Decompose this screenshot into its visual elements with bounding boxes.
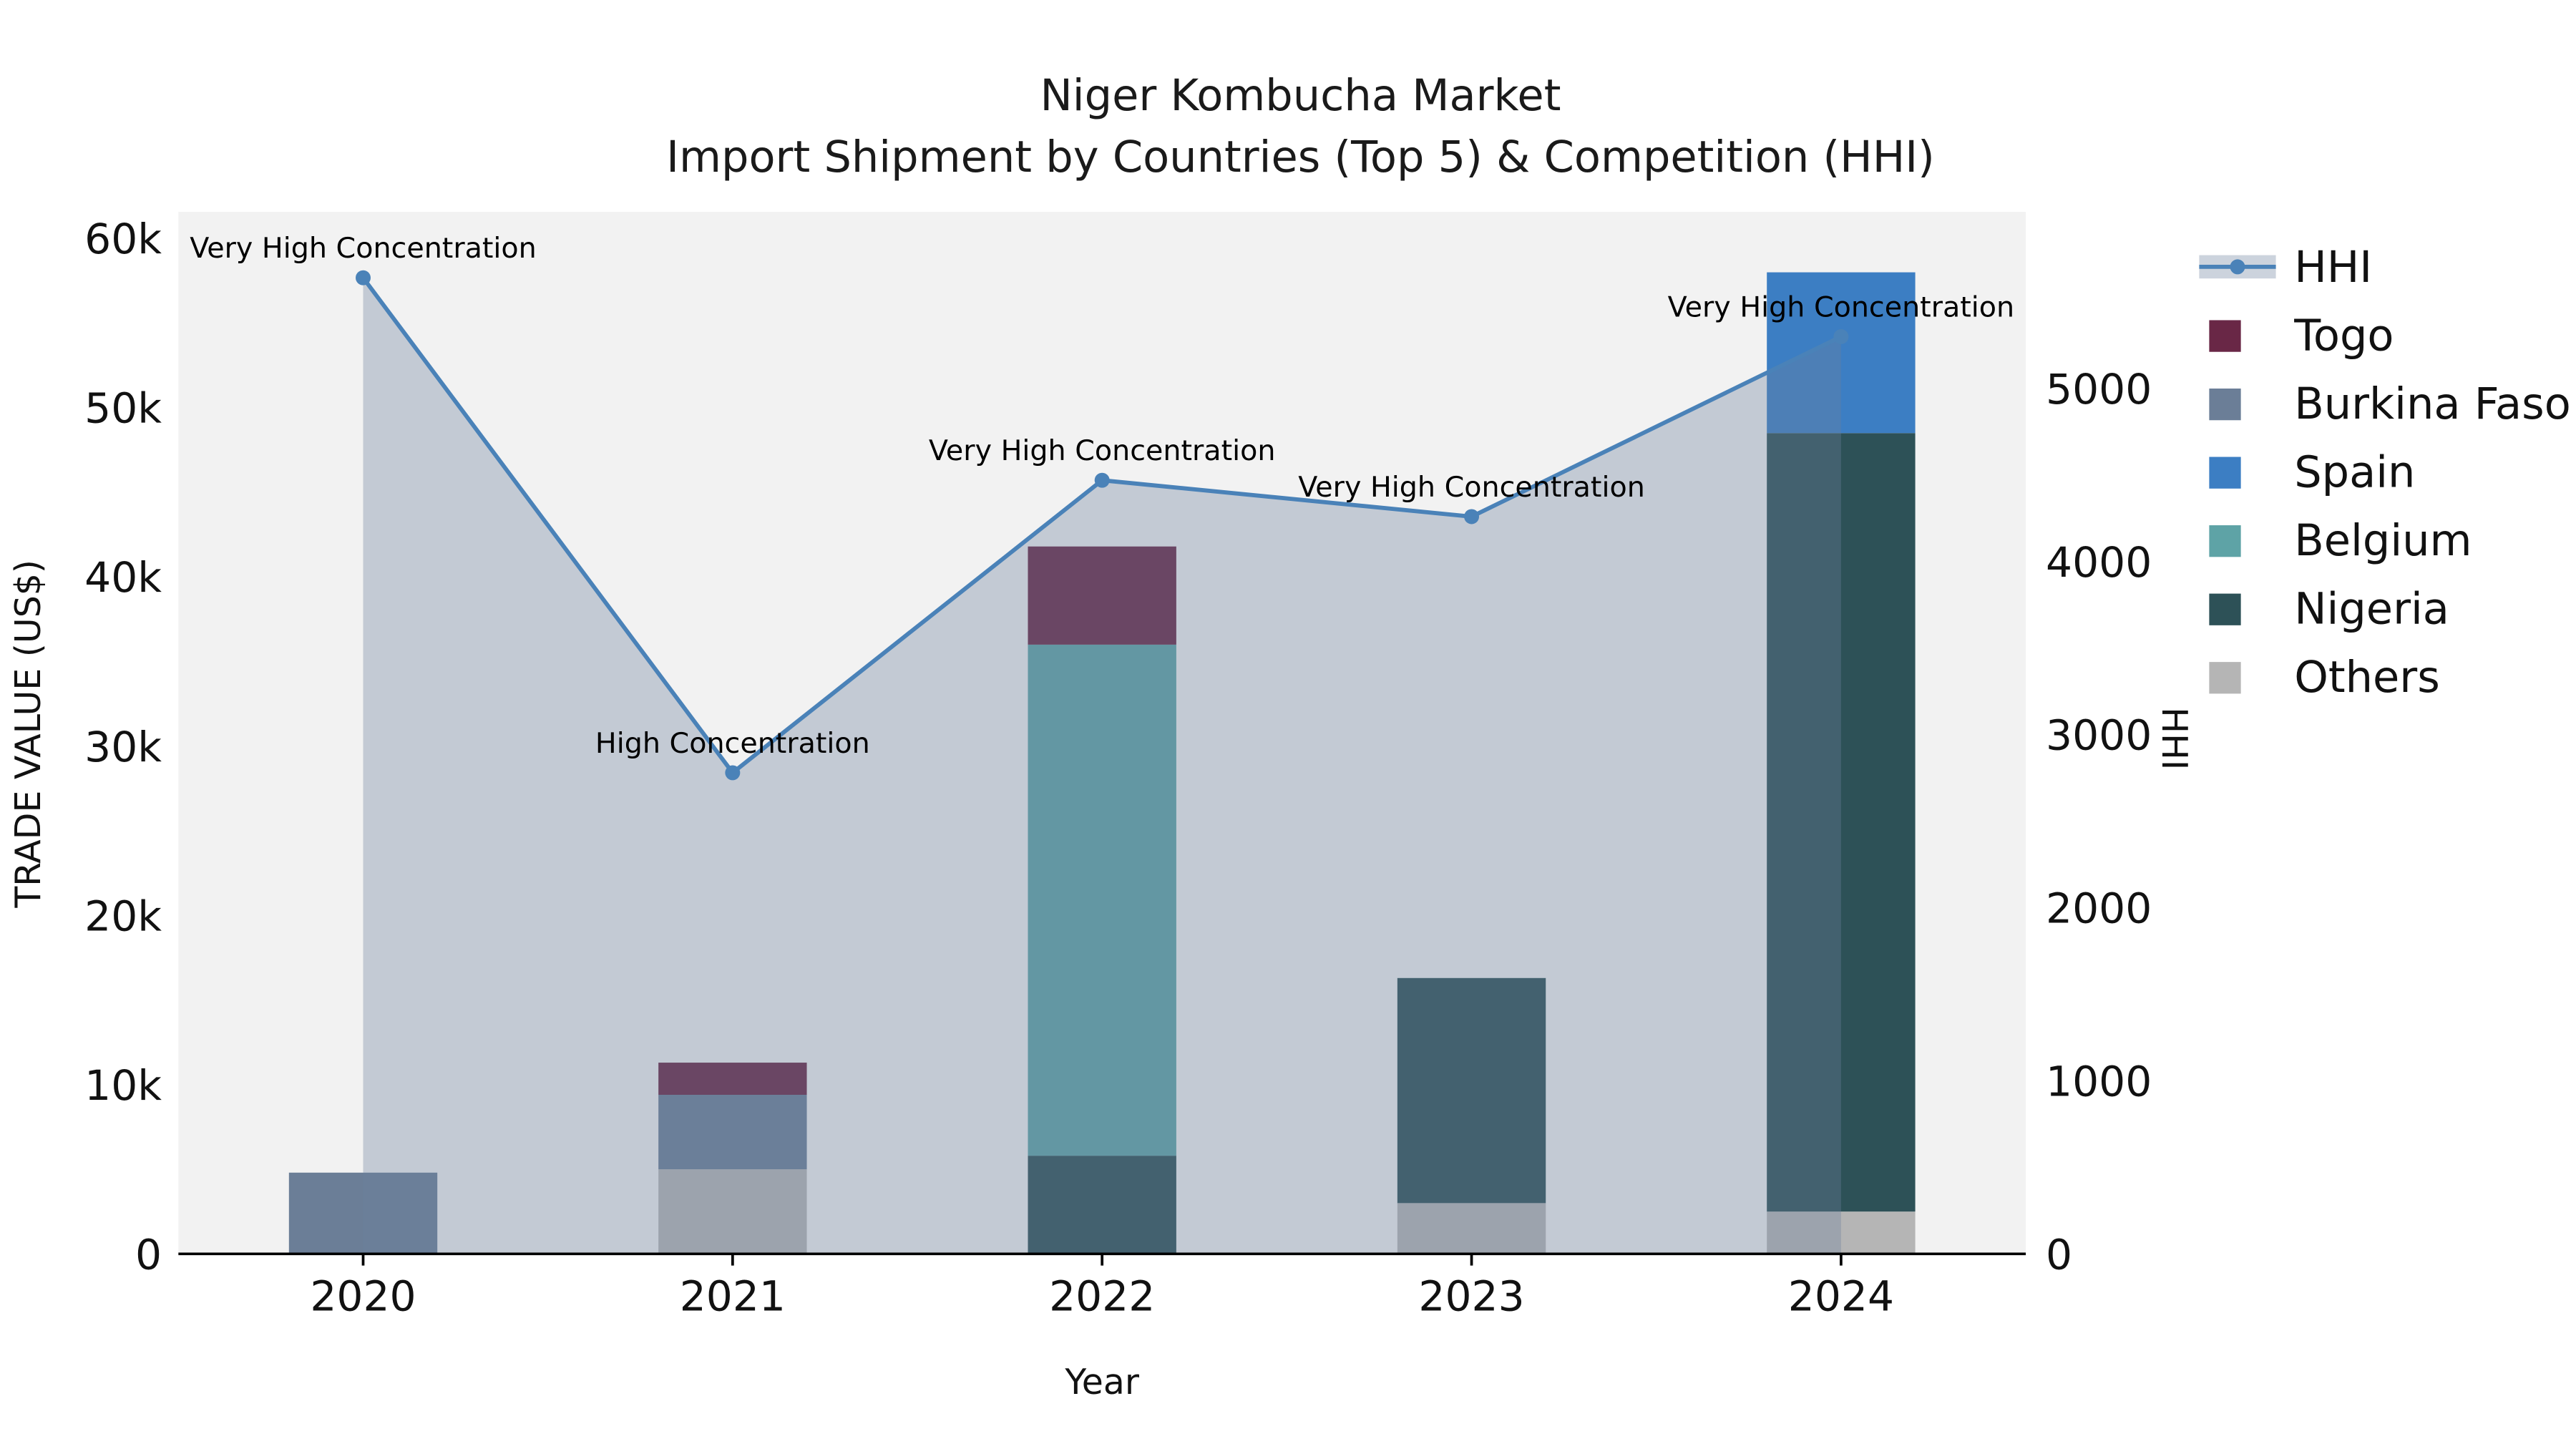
right-tick-label-0: 0 bbox=[2046, 1230, 2072, 1279]
chart-title-line2: Import Shipment by Countries (Top 5) & C… bbox=[666, 132, 1935, 182]
bars-layer bbox=[288, 272, 1916, 1254]
bar-segment-burkina-faso-2021 bbox=[658, 1094, 807, 1170]
legend-item-spain[interactable]: Spain bbox=[2209, 447, 2415, 497]
hhi-annotation-2021: High Concentration bbox=[595, 727, 870, 760]
bar-segment-burkina-faso-2020 bbox=[288, 1172, 438, 1254]
chart-title-line1: Niger Kombucha Market bbox=[1040, 71, 1561, 121]
legend: HHI Togo Burkina Faso Spain Belgium Nigeria Ot… bbox=[2199, 243, 2571, 703]
hhi-annotation-2020: Very High Concentration bbox=[190, 232, 537, 265]
right-tick-label-1000: 1000 bbox=[2046, 1057, 2152, 1106]
legend-item-others[interactable]: Others bbox=[2209, 653, 2440, 703]
hhi-marker-2020 bbox=[356, 270, 371, 286]
legend-label-burkina-faso: Burkina Faso bbox=[2294, 379, 2571, 429]
x-axis-title: Year bbox=[1064, 1362, 1139, 1402]
legend-label-others: Others bbox=[2294, 653, 2440, 703]
legend-item-nigeria[interactable]: Nigeria bbox=[2209, 585, 2449, 635]
right-tick-label-5000: 5000 bbox=[2046, 365, 2152, 414]
left-tick-label-10k: 10k bbox=[84, 1061, 162, 1110]
hhi-marker-2021 bbox=[725, 765, 741, 781]
hhi-marker-2024 bbox=[1833, 328, 1849, 344]
x-tick-label-2024: 2024 bbox=[1788, 1272, 1894, 1321]
bar-segment-others-2023 bbox=[1397, 1203, 1546, 1254]
hhi-marker-2022 bbox=[1094, 472, 1110, 488]
legend-item-belgium[interactable]: Belgium bbox=[2209, 516, 2472, 566]
x-tick-label-2022: 2022 bbox=[1049, 1272, 1155, 1321]
right-tick-label-4000: 4000 bbox=[2046, 538, 2152, 587]
hhi-line-layer bbox=[356, 270, 1849, 781]
bar-segment-others-2021 bbox=[658, 1169, 807, 1254]
bar-segment-togo-2021 bbox=[658, 1063, 807, 1095]
x-tick-label-2023: 2023 bbox=[1418, 1272, 1524, 1321]
bar-segment-others-2024 bbox=[1767, 1211, 1916, 1254]
x-tick-label-2021: 2021 bbox=[680, 1272, 786, 1321]
bar-segment-togo-2022 bbox=[1028, 546, 1176, 645]
left-tick-label-50k: 50k bbox=[84, 384, 162, 433]
hhi-annotation-2023: Very High Concentration bbox=[1298, 471, 1645, 504]
legend-color-swatch-togo bbox=[2209, 320, 2241, 352]
legend-label-togo: Togo bbox=[2293, 311, 2394, 361]
legend-label-spain: Spain bbox=[2294, 447, 2415, 497]
legend-color-swatch-others bbox=[2209, 662, 2241, 694]
bar-segment-nigeria-2022 bbox=[1028, 1156, 1176, 1254]
right-tick-label-2000: 2000 bbox=[2046, 884, 2152, 933]
annotations-layer: Very High Concentration High Concentratio… bbox=[190, 232, 2014, 760]
legend-color-swatch-spain bbox=[2209, 457, 2241, 489]
hhi-annotation-2024: Very High Concentration bbox=[1668, 291, 2015, 323]
bar-segment-nigeria-2024 bbox=[1767, 433, 1916, 1212]
legend-color-swatch-nigeria bbox=[2209, 593, 2241, 625]
left-tick-label-30k: 30k bbox=[84, 723, 162, 771]
legend-label-belgium: Belgium bbox=[2294, 516, 2472, 566]
legend-label-hhi: HHI bbox=[2294, 243, 2372, 293]
bar-segment-spain-2024 bbox=[1767, 272, 1916, 434]
legend-marker-swatch bbox=[2230, 259, 2245, 275]
left-axis-title: TRADE VALUE (US$) bbox=[8, 560, 49, 909]
bar-segment-nigeria-2023 bbox=[1397, 977, 1546, 1204]
right-tick-label-3000: 3000 bbox=[2046, 711, 2152, 760]
legend-item-burkina-faso[interactable]: Burkina Faso bbox=[2209, 379, 2571, 429]
hhi-annotation-2022: Very High Concentration bbox=[929, 434, 1276, 467]
legend-item-togo[interactable]: Togo bbox=[2209, 311, 2394, 361]
x-tick-label-2020: 2020 bbox=[310, 1272, 416, 1321]
bar-segment-belgium-2022 bbox=[1028, 644, 1176, 1156]
hhi-marker-2023 bbox=[1464, 509, 1480, 525]
left-tick-label-0: 0 bbox=[135, 1230, 162, 1279]
axes-layer: 2020 2021 2022 2023 2024 0 10k 20k 30k 40k 50k 60k 0… bbox=[84, 215, 2152, 1320]
legend-label-nigeria: Nigeria bbox=[2294, 585, 2449, 635]
left-tick-label-20k: 20k bbox=[84, 892, 162, 940]
legend-color-swatch-burkina-faso bbox=[2209, 388, 2241, 421]
left-tick-label-40k: 40k bbox=[84, 553, 162, 602]
legend-item-hhi[interactable]: HHI bbox=[2199, 243, 2372, 293]
right-axis-title: HHI bbox=[2154, 707, 2195, 770]
legend-color-swatch-belgium bbox=[2209, 525, 2241, 557]
left-tick-label-60k: 60k bbox=[84, 215, 162, 263]
